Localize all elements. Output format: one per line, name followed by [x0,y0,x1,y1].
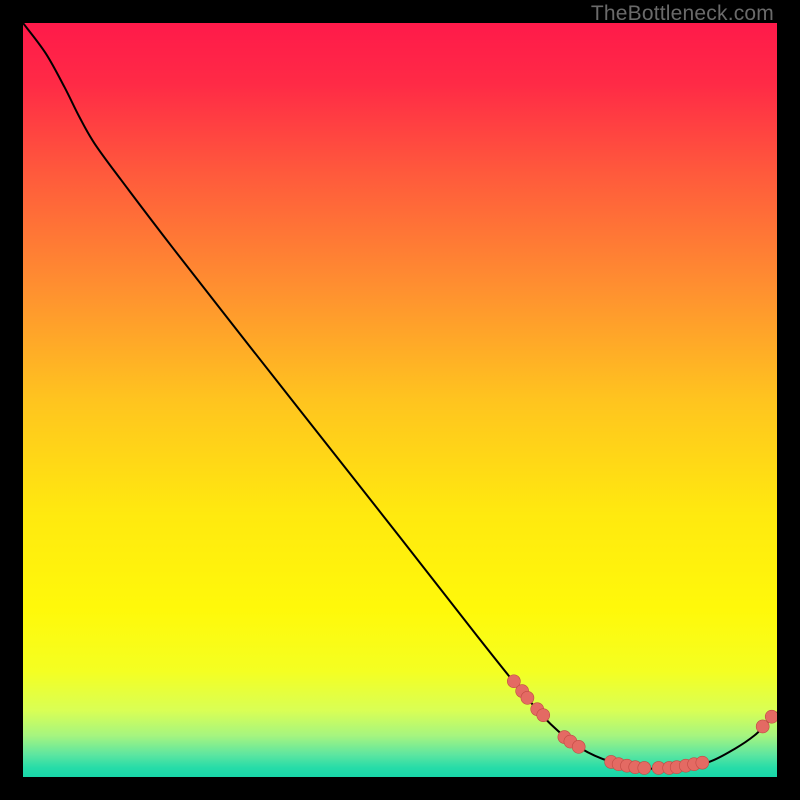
data-marker [638,761,651,774]
plot-area [23,23,777,777]
data-marker [572,740,585,753]
data-marker [756,720,769,733]
data-marker [521,691,534,704]
bottleneck-curve [23,23,777,769]
data-markers [507,675,777,775]
curve-layer [23,23,777,777]
data-marker [696,756,709,769]
watermark-text: TheBottleneck.com [591,2,774,26]
data-marker [765,710,777,723]
chart-frame: TheBottleneck.com [0,0,800,800]
data-marker [537,709,550,722]
